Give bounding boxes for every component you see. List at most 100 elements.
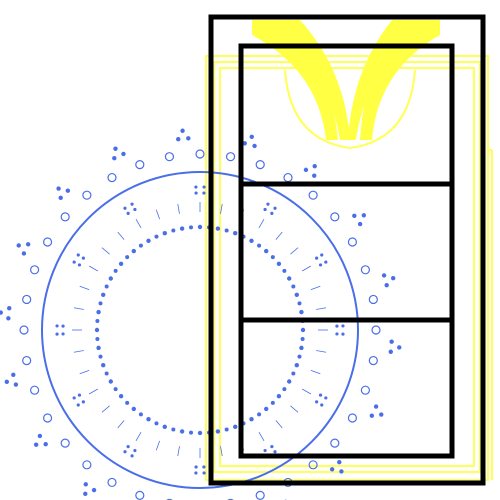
inner-dot: [104, 284, 109, 289]
pair-dot: [318, 393, 323, 397]
pair-dot: [77, 393, 82, 397]
inner-dot: [287, 276, 292, 281]
inner-dot: [138, 243, 143, 248]
inner-dot: [179, 429, 185, 434]
pair-dot: [81, 400, 85, 404]
outer-dot: [388, 349, 393, 354]
open-dot: [227, 498, 234, 500]
tick: [220, 203, 223, 214]
outer-dot: [113, 146, 118, 151]
pair-dot: [194, 471, 198, 475]
open-dot: [164, 152, 175, 162]
outer-dot: [337, 459, 342, 465]
tick: [275, 420, 283, 429]
outer-dot: [389, 339, 394, 344]
open-dot: [22, 294, 32, 305]
pair-dot: [324, 396, 328, 400]
pair-dot: [194, 465, 198, 469]
yellow-rect: [205, 55, 489, 481]
tick: [310, 285, 321, 291]
open-dot: [60, 438, 70, 448]
pair-dot: [341, 324, 345, 328]
pair-dot: [315, 400, 319, 404]
open-dot: [42, 237, 53, 247]
outer-dot: [58, 195, 63, 201]
inner-dot: [300, 327, 306, 333]
outer-dot: [65, 188, 71, 193]
inner-dot: [113, 268, 118, 273]
pair-dot: [273, 206, 277, 210]
pair-dot: [130, 454, 134, 458]
open-dot: [255, 160, 265, 170]
pair-dot: [266, 202, 270, 206]
pair-dot: [72, 396, 76, 400]
pair-dot: [61, 324, 65, 328]
inner-dot: [270, 255, 275, 260]
inner-dot: [118, 261, 124, 266]
outer-dot: [83, 491, 88, 497]
tick: [135, 431, 142, 442]
pair-dot: [335, 324, 339, 328]
tick: [275, 231, 283, 240]
inner-dot: [95, 336, 100, 341]
inner-dot: [197, 224, 203, 230]
pair-dot: [77, 263, 82, 267]
outer-dot: [43, 442, 48, 447]
pair-dot: [194, 185, 198, 189]
open-dot: [330, 212, 340, 222]
big-ring: [41, 171, 359, 489]
tick: [155, 209, 161, 220]
pair-dot: [55, 332, 59, 336]
open-dot: [135, 160, 145, 170]
tick: [301, 265, 312, 272]
pair-dot: [133, 207, 137, 212]
yellow-rect: [213, 61, 481, 473]
open-dot: [225, 152, 236, 162]
outer-dot: [180, 128, 185, 133]
inner-dot: [264, 406, 269, 412]
outer-dot: [6, 316, 11, 321]
open-dot: [30, 385, 40, 395]
pair-dot: [123, 450, 127, 454]
open-dot: [22, 355, 32, 366]
inner-dot: [249, 238, 254, 243]
pair-dot: [123, 206, 127, 210]
inner-dot: [113, 387, 118, 392]
outer-dot: [373, 404, 379, 409]
inner-dot: [189, 430, 194, 435]
pair-dot: [270, 445, 274, 449]
outer-dot: [252, 143, 257, 149]
open-dot: [195, 149, 205, 159]
tick: [155, 440, 161, 451]
outer-dot: [369, 413, 375, 418]
yellow-frame: [205, 55, 493, 481]
outer-rect: [208, 14, 486, 486]
inner-dot: [171, 228, 176, 233]
outer-dot: [121, 151, 126, 157]
pair-dot: [61, 332, 65, 336]
inner-dot: [101, 363, 106, 368]
inner-dot: [104, 371, 109, 376]
pair-dot: [72, 260, 76, 264]
tick: [117, 420, 125, 429]
tick: [135, 218, 142, 229]
inner-rect: [238, 43, 455, 459]
outer-dot: [33, 442, 39, 447]
open-dot: [308, 190, 318, 200]
outer-dot: [83, 482, 88, 487]
outer-dot: [339, 469, 344, 474]
inner-dot: [125, 400, 130, 405]
tick: [79, 369, 90, 375]
inner-dot: [257, 243, 262, 248]
inner-dot: [299, 309, 304, 315]
outer-dot: [4, 379, 10, 384]
inner-dot: [94, 327, 100, 333]
pair-dot: [263, 207, 267, 212]
outer-dot: [384, 283, 389, 288]
inner-dot: [264, 248, 269, 254]
open-dot: [330, 438, 340, 448]
open-dot: [19, 325, 29, 335]
open-dot: [371, 325, 381, 335]
pair-dot: [76, 403, 80, 407]
inner-dot: [294, 292, 299, 297]
